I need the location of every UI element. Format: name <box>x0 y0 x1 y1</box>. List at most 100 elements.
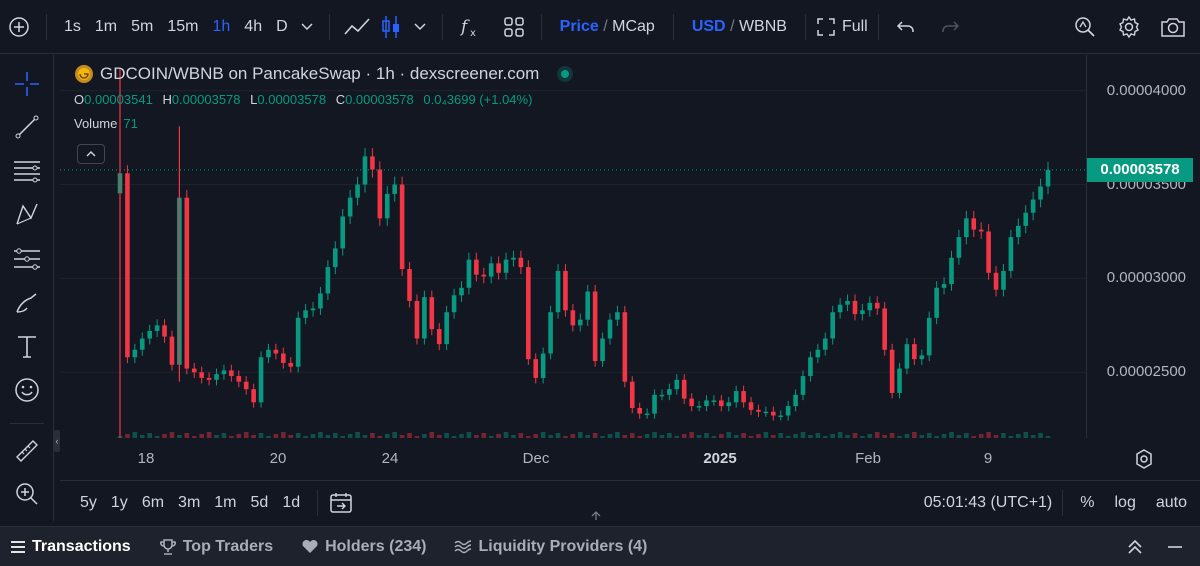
usd-toggle-option[interactable]: USD <box>691 17 726 35</box>
collapse-legend-button[interactable] <box>77 144 105 164</box>
brush-icon[interactable] <box>10 286 44 320</box>
trend-line-icon[interactable] <box>10 110 44 144</box>
camera-icon[interactable] <box>1156 10 1190 44</box>
line-chart-icon[interactable] <box>340 10 374 44</box>
range-5y[interactable]: 5y <box>80 494 97 511</box>
ruler-icon[interactable] <box>10 434 44 468</box>
candle-body <box>607 319 613 339</box>
candle-body <box>370 156 375 170</box>
tab-transactions[interactable]: Transactions <box>10 538 131 556</box>
crosshair-icon[interactable] <box>10 67 44 101</box>
candle-body <box>600 338 605 362</box>
close-panel-icon[interactable] <box>1164 536 1186 558</box>
projection-icon[interactable] <box>10 242 44 276</box>
candle-body <box>577 319 583 326</box>
price-tick-label: 0.00003000 <box>1106 269 1186 287</box>
wbnb-toggle-option[interactable]: WBNB <box>738 17 787 35</box>
range-1d[interactable]: 1d <box>282 494 301 511</box>
interval-1m[interactable]: 1m <box>94 17 118 35</box>
candle-body <box>384 193 390 219</box>
interval-1s[interactable]: 1s <box>64 17 81 35</box>
chevron-down-icon[interactable] <box>408 10 432 44</box>
candle-body <box>503 259 509 273</box>
candle-body <box>800 376 806 395</box>
candle-body <box>436 329 442 345</box>
text-tool-icon[interactable] <box>10 330 44 364</box>
candle-body <box>845 300 850 305</box>
candle-body <box>496 263 501 273</box>
candle-body <box>912 344 917 360</box>
volume-bar <box>422 434 427 438</box>
range-1y[interactable]: 1y <box>110 494 128 511</box>
fib-levels-icon[interactable] <box>10 154 44 188</box>
volume-bar <box>563 436 568 438</box>
candle-body <box>221 370 227 375</box>
clock-label[interactable]: 05:01:43 (UTC+1) <box>923 494 1053 511</box>
trophy-icon <box>159 538 176 555</box>
emoji-icon[interactable] <box>10 373 44 407</box>
volume-bar <box>667 433 672 438</box>
redo-icon[interactable] <box>933 10 967 44</box>
interval-4h[interactable]: 4h <box>244 17 263 35</box>
candle-body <box>214 374 219 380</box>
fullscreen-button[interactable]: Full <box>816 17 868 37</box>
candle-body <box>592 291 598 362</box>
candle-body <box>1016 225 1021 238</box>
expand-panel-icon[interactable] <box>1124 536 1146 558</box>
resize-handle-icon[interactable] <box>588 510 604 536</box>
log-scale-toggle[interactable]: log <box>1114 494 1136 511</box>
volume-bar <box>266 436 271 438</box>
interval-d[interactable]: D <box>276 17 288 35</box>
price-mcap-toggle[interactable]: Price / MCap <box>552 18 663 36</box>
gear-icon[interactable] <box>1112 10 1146 44</box>
price-toggle-option[interactable]: Price <box>559 17 599 35</box>
candle-body <box>837 304 843 313</box>
candle-body <box>897 368 902 393</box>
search-settings-icon[interactable] <box>1068 10 1102 44</box>
drawing-toolbar <box>0 55 54 521</box>
candle-body <box>295 317 301 367</box>
toolbar-divider <box>672 13 674 40</box>
volume-bar <box>392 432 397 438</box>
volume-bar <box>949 432 954 438</box>
volume-bar <box>1045 436 1051 438</box>
volume-bar <box>644 434 650 438</box>
volume-bar <box>548 435 553 438</box>
goto-date-icon[interactable] <box>328 490 354 516</box>
candlestick-chart[interactable] <box>60 55 1086 438</box>
percent-scale-toggle[interactable]: % <box>1080 494 1095 511</box>
currency-toggle[interactable]: USD / WBNB <box>684 18 795 36</box>
tab-top-traders[interactable]: Top Traders <box>159 538 273 556</box>
interval-5m[interactable]: 5m <box>131 17 154 35</box>
price-axis[interactable]: 0.00004000 0.00003500 0.00003000 0.00002500 <box>1086 55 1200 438</box>
range-5d[interactable]: 5d <box>250 494 269 511</box>
pattern-icon[interactable] <box>10 197 44 231</box>
tab-holders[interactable]: Holders (234) <box>301 538 426 556</box>
undo-icon[interactable] <box>889 10 923 44</box>
candle-body <box>206 377 212 380</box>
volume-bar <box>756 434 761 438</box>
range-3m[interactable]: 3m <box>178 494 201 511</box>
mcap-toggle-option[interactable]: MCap <box>612 17 655 35</box>
collapse-toolbar-arrow[interactable]: ‹ <box>54 430 60 452</box>
auto-scale-toggle[interactable]: auto <box>1155 494 1187 511</box>
time-tick-label: 18 <box>137 450 155 467</box>
interval-15m[interactable]: 15m <box>167 17 199 35</box>
range-6m[interactable]: 6m <box>141 494 165 511</box>
candles-icon[interactable] <box>374 10 408 44</box>
candle-body <box>949 257 954 285</box>
chevron-down-icon[interactable] <box>295 10 319 44</box>
volume-bar <box>1023 432 1029 438</box>
range-1m[interactable]: 1m <box>214 494 237 511</box>
zoom-in-icon[interactable] <box>10 477 44 511</box>
tab-liquidity-providers[interactable]: Liquidity Providers (4) <box>454 538 647 556</box>
volume-bar <box>251 435 256 438</box>
volume-bar <box>414 436 420 438</box>
layout-grid-icon[interactable] <box>497 10 531 44</box>
time-axis[interactable]: 18 20 24 Dec 2025 Feb 9 <box>60 438 1086 478</box>
interval-1h[interactable]: 1h <box>212 17 231 35</box>
price-chart[interactable] <box>60 55 1086 438</box>
add-symbol-icon[interactable] <box>2 10 36 44</box>
axis-settings-icon[interactable] <box>1133 448 1155 470</box>
